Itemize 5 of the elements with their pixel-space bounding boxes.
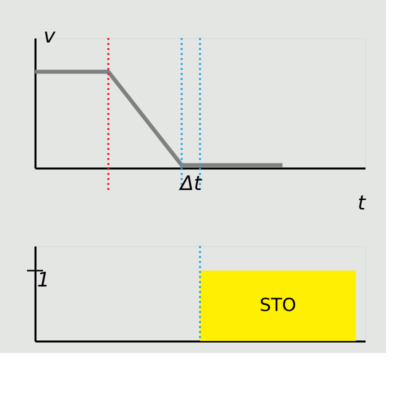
text: Δt [178,171,203,195]
y-axis-title: v [44,24,56,48]
series-label: STO [260,294,296,316]
x-axis-title: t [358,190,367,214]
annotation: 1 [37,268,50,292]
